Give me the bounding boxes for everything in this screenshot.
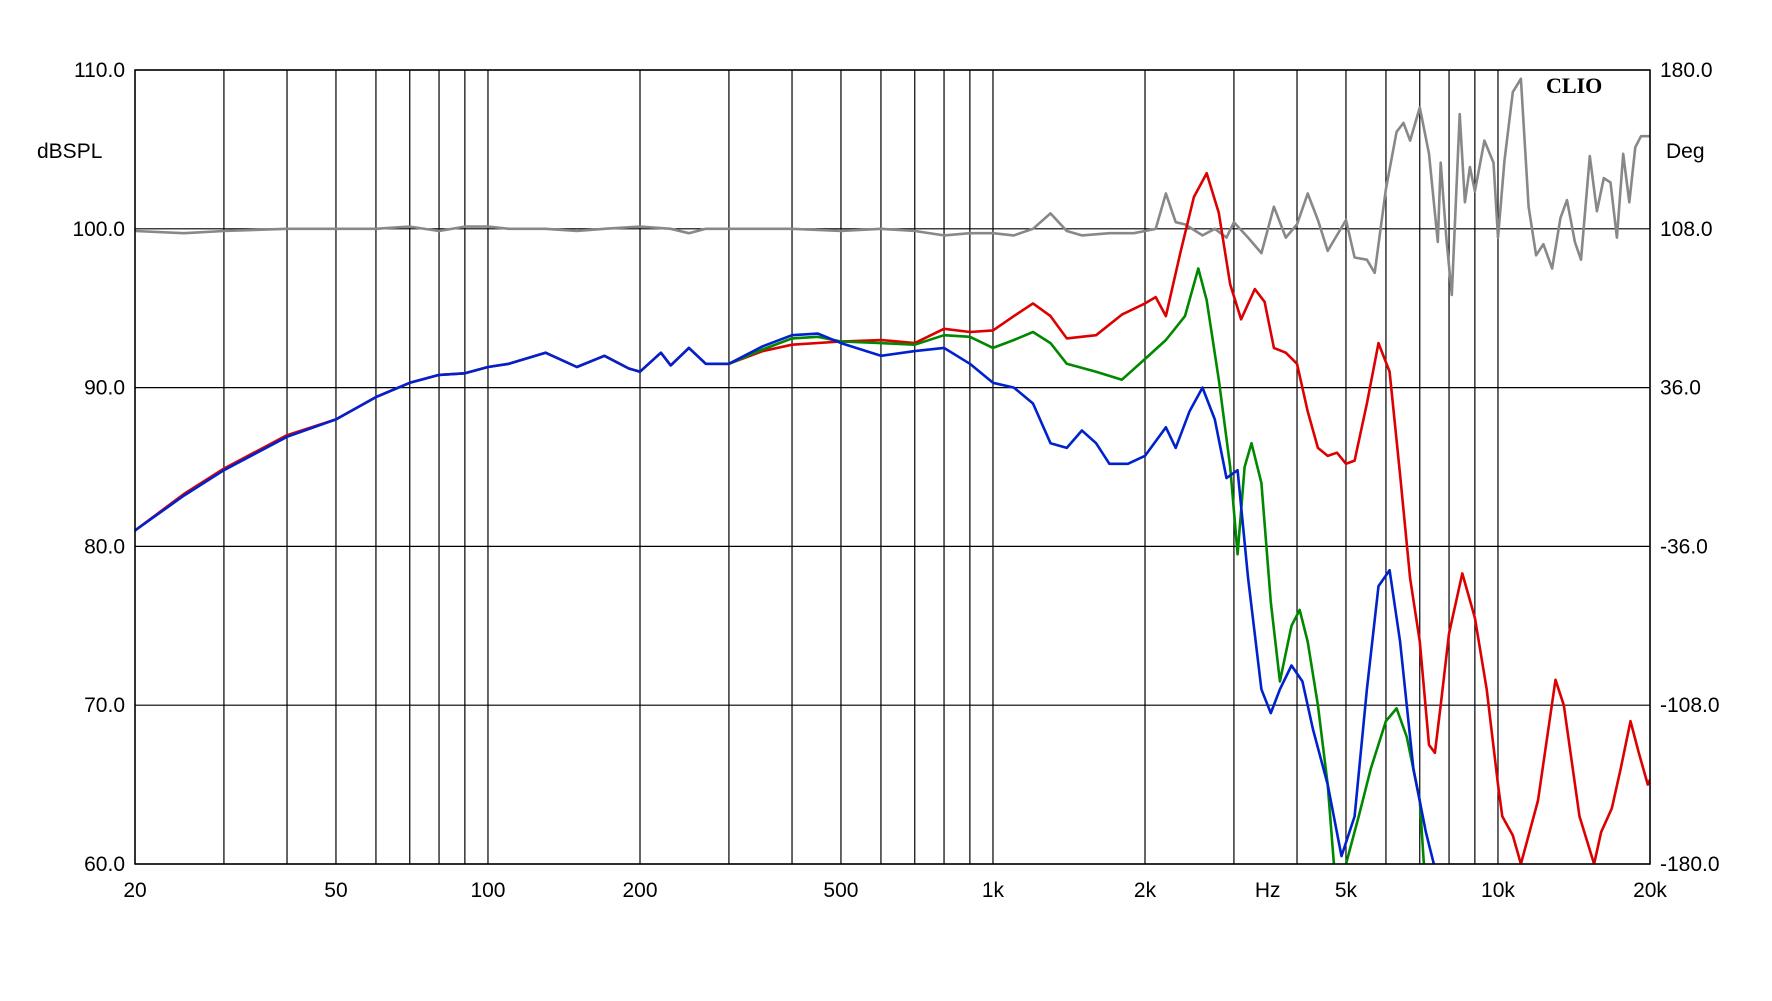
y-right-tick-label: 36.0 xyxy=(1660,377,1701,400)
x-tick-label: 5k xyxy=(1335,879,1358,902)
x-tick-label: 20 xyxy=(123,879,146,902)
series-line-2 xyxy=(727,267,1426,864)
series-line-0 xyxy=(135,77,1650,297)
y-right-tick-label: -108.0 xyxy=(1660,694,1720,717)
y-left-tick-label: 70.0 xyxy=(84,694,125,717)
y-right-tick-label: 108.0 xyxy=(1660,218,1713,241)
y-right-tick-label: -180.0 xyxy=(1660,853,1720,876)
axis-labels: 110.0 100.0 90.0 80.0 70.0 60.0 180.0 108.0 36.0… xyxy=(72,59,1719,902)
y-left-axis-label: dBSPL xyxy=(37,140,102,163)
clio-brand-label: CLIO xyxy=(1546,73,1602,98)
x-tick-label: 100 xyxy=(470,879,505,902)
y-right-tick-label: -36.0 xyxy=(1660,535,1708,558)
x-tick-label: 20k xyxy=(1633,879,1667,902)
series-line-3 xyxy=(135,332,1436,864)
y-right-axis-label: Deg xyxy=(1666,140,1705,163)
y-left-tick-label: 100.0 xyxy=(72,218,125,241)
y-right-tick-label: 180.0 xyxy=(1660,59,1713,82)
x-tick-label: 200 xyxy=(622,879,657,902)
x-tick-label: 500 xyxy=(823,879,858,902)
y-left-tick-label: 90.0 xyxy=(84,377,125,400)
y-left-tick-label: 110.0 xyxy=(74,59,125,82)
x-tick-label: 2k xyxy=(1134,879,1157,902)
x-axis-unit-label: Hz xyxy=(1255,879,1281,902)
x-tick-label: 50 xyxy=(324,879,347,902)
x-tick-label: 1k xyxy=(982,879,1005,902)
x-tick-label: 10k xyxy=(1481,879,1515,902)
y-left-tick-label: 80.0 xyxy=(84,535,125,558)
series-layer xyxy=(135,77,1650,864)
plot-frame xyxy=(134,69,1651,865)
grid xyxy=(134,69,1651,865)
series-line-1 xyxy=(135,171,1650,864)
y-left-tick-label: 60.0 xyxy=(84,853,125,876)
